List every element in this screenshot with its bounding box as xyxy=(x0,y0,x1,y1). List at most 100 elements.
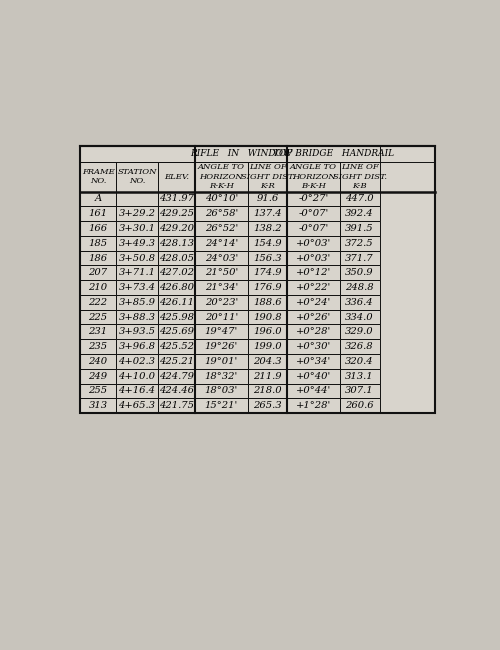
Text: 255: 255 xyxy=(88,387,108,395)
Bar xyxy=(248,324,288,339)
Bar xyxy=(116,265,158,280)
Text: 176.9: 176.9 xyxy=(253,283,282,292)
Bar xyxy=(248,265,288,280)
Text: +0°03': +0°03' xyxy=(296,254,331,263)
Bar xyxy=(158,398,195,413)
Bar xyxy=(288,280,340,295)
Text: 19°26': 19°26' xyxy=(205,342,238,351)
Text: 249: 249 xyxy=(88,372,108,381)
Text: 138.2: 138.2 xyxy=(253,224,282,233)
Text: 425.98: 425.98 xyxy=(159,313,194,322)
Text: 424.79: 424.79 xyxy=(159,372,194,381)
Text: ELEV.: ELEV. xyxy=(164,173,189,181)
Bar xyxy=(340,236,380,251)
Bar xyxy=(80,236,116,251)
Text: LINE OF
SIGHT DIST.
K-R: LINE OF SIGHT DIST. K-R xyxy=(240,163,294,190)
Bar xyxy=(116,324,158,339)
Bar xyxy=(195,265,248,280)
Text: 218.0: 218.0 xyxy=(253,387,282,395)
Bar xyxy=(116,221,158,236)
Bar xyxy=(116,295,158,310)
Bar xyxy=(288,339,340,354)
Text: 425.69: 425.69 xyxy=(159,328,194,337)
Bar xyxy=(340,295,380,310)
Bar xyxy=(288,295,340,310)
Bar xyxy=(80,354,116,369)
Bar xyxy=(80,265,116,280)
Text: 225: 225 xyxy=(88,313,108,322)
Bar xyxy=(340,207,380,221)
Bar xyxy=(158,221,195,236)
Bar xyxy=(248,280,288,295)
Text: 166: 166 xyxy=(88,224,108,233)
Bar xyxy=(80,192,116,207)
Bar xyxy=(116,162,158,192)
Bar xyxy=(288,162,340,192)
Bar xyxy=(248,384,288,398)
Text: 307.1: 307.1 xyxy=(346,387,374,395)
Text: 3+85.9: 3+85.9 xyxy=(118,298,156,307)
Text: +0°12': +0°12' xyxy=(296,268,331,278)
Text: 235: 235 xyxy=(88,342,108,351)
Bar xyxy=(195,207,248,221)
Text: 3+73.4: 3+73.4 xyxy=(118,283,156,292)
Text: ANGLE TO
HORIZON
R-K-H: ANGLE TO HORIZON R-K-H xyxy=(198,163,245,190)
Bar xyxy=(116,236,158,251)
Text: 265.3: 265.3 xyxy=(253,401,282,410)
Bar xyxy=(195,339,248,354)
Bar xyxy=(80,221,116,236)
Text: 313.1: 313.1 xyxy=(346,372,374,381)
Text: 18°03': 18°03' xyxy=(205,387,238,395)
Text: 372.5: 372.5 xyxy=(346,239,374,248)
Bar xyxy=(158,236,195,251)
Bar xyxy=(116,192,158,207)
Bar xyxy=(195,369,248,383)
Text: 40°10': 40°10' xyxy=(205,194,238,203)
Text: 4+10.0: 4+10.0 xyxy=(118,372,156,381)
Text: 186: 186 xyxy=(88,254,108,263)
Text: 174.9: 174.9 xyxy=(253,268,282,278)
Bar xyxy=(248,207,288,221)
Text: 26°52': 26°52' xyxy=(205,224,238,233)
Bar xyxy=(288,324,340,339)
Bar xyxy=(340,310,380,324)
Text: 421.75: 421.75 xyxy=(159,401,194,410)
Text: 19°47': 19°47' xyxy=(205,328,238,337)
Text: 91.6: 91.6 xyxy=(256,194,278,203)
Bar xyxy=(158,384,195,398)
Text: +0°30': +0°30' xyxy=(296,342,331,351)
Text: 248.8: 248.8 xyxy=(346,283,374,292)
Text: 392.4: 392.4 xyxy=(346,209,374,218)
Bar xyxy=(80,146,195,162)
Bar xyxy=(158,310,195,324)
Text: 137.4: 137.4 xyxy=(253,209,282,218)
Text: 21°34': 21°34' xyxy=(205,283,238,292)
Bar xyxy=(80,295,116,310)
Text: 3+29.2: 3+29.2 xyxy=(118,209,156,218)
Bar xyxy=(116,398,158,413)
Text: 211.9: 211.9 xyxy=(253,372,282,381)
Bar xyxy=(195,162,248,192)
Bar xyxy=(80,398,116,413)
Bar xyxy=(195,192,248,207)
Text: 428.13: 428.13 xyxy=(159,239,194,248)
Text: +0°34': +0°34' xyxy=(296,357,331,366)
Text: +0°03': +0°03' xyxy=(296,239,331,248)
Text: 426.80: 426.80 xyxy=(159,283,194,292)
Text: 3+71.1: 3+71.1 xyxy=(118,268,156,278)
Bar xyxy=(158,295,195,310)
Bar xyxy=(195,221,248,236)
Bar xyxy=(195,310,248,324)
Text: 426.11: 426.11 xyxy=(159,298,194,307)
Text: 431.97: 431.97 xyxy=(159,194,194,203)
Bar xyxy=(340,265,380,280)
Text: 428.05: 428.05 xyxy=(159,254,194,263)
Text: 199.0: 199.0 xyxy=(253,342,282,351)
Bar xyxy=(340,324,380,339)
Text: 222: 222 xyxy=(88,298,108,307)
Text: STATION
NO.: STATION NO. xyxy=(118,168,157,185)
Bar xyxy=(116,339,158,354)
Text: LINE OF
SIGHT DIST.
K-B: LINE OF SIGHT DIST. K-B xyxy=(332,163,386,190)
Bar xyxy=(340,398,380,413)
Text: 207: 207 xyxy=(88,268,108,278)
